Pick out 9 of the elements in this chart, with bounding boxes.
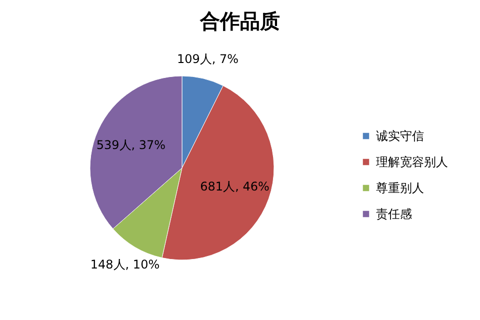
data-label: 109人, 7%: [176, 52, 239, 66]
legend-label: 尊重别人: [376, 181, 424, 195]
legend-label: 责任感: [376, 207, 412, 221]
data-label: 148人, 10%: [90, 257, 160, 272]
chart-title: 合作品质: [199, 9, 280, 33]
data-label: 681人, 46%: [200, 180, 270, 194]
legend-label: 理解宽容别人: [376, 155, 448, 169]
data-label: 539人, 37%: [96, 138, 166, 152]
legend-label: 诚实守信: [376, 129, 424, 143]
